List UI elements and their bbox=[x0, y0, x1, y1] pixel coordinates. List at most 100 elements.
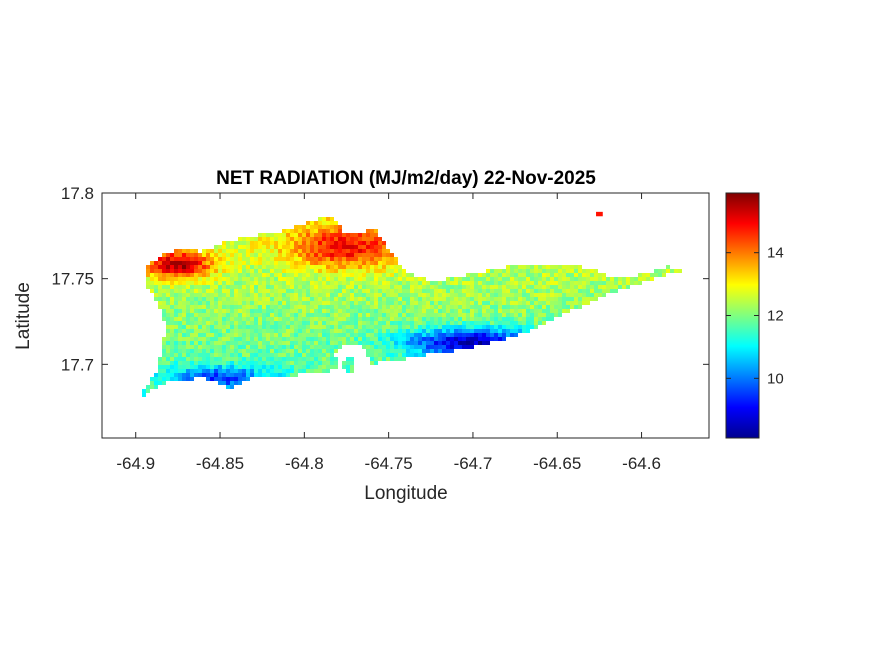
map-cell bbox=[462, 337, 466, 341]
map-cell bbox=[454, 321, 458, 325]
map-cell bbox=[378, 285, 382, 289]
map-cell bbox=[462, 309, 466, 313]
map-cell bbox=[490, 305, 494, 309]
map-cell bbox=[582, 289, 586, 293]
map-cell bbox=[450, 293, 454, 297]
map-cell bbox=[390, 337, 394, 341]
map-cell bbox=[246, 341, 250, 345]
map-cell bbox=[422, 345, 426, 349]
map-cell bbox=[426, 285, 430, 289]
map-cell bbox=[146, 269, 150, 273]
map-cell bbox=[178, 353, 182, 357]
map-cell bbox=[602, 293, 606, 297]
map-cell bbox=[378, 297, 382, 301]
map-cell bbox=[558, 281, 562, 285]
map-cell bbox=[194, 297, 198, 301]
map-cell bbox=[390, 301, 394, 305]
map-cell bbox=[306, 289, 310, 293]
map-cell bbox=[550, 285, 554, 289]
map-cell bbox=[350, 233, 354, 237]
map-cell bbox=[450, 345, 454, 349]
map-cell bbox=[218, 277, 222, 281]
map-cell bbox=[238, 381, 242, 385]
map-cell bbox=[362, 237, 366, 241]
map-cell bbox=[298, 285, 302, 289]
map-cell bbox=[226, 265, 230, 269]
map-cell bbox=[626, 281, 630, 285]
map-cell bbox=[306, 225, 310, 229]
map-cell bbox=[550, 265, 554, 269]
map-cell bbox=[406, 289, 410, 293]
map-cell bbox=[262, 365, 266, 369]
map-cell bbox=[306, 281, 310, 285]
map-cell bbox=[450, 281, 454, 285]
x-tick-label: -64.9 bbox=[116, 454, 155, 473]
map-cell bbox=[462, 289, 466, 293]
map-cell bbox=[562, 293, 566, 297]
map-cell bbox=[158, 277, 162, 281]
map-cell bbox=[266, 313, 270, 317]
map-cell bbox=[654, 269, 658, 273]
map-cell bbox=[266, 329, 270, 333]
map-cell bbox=[178, 333, 182, 337]
map-cell bbox=[506, 321, 510, 325]
map-cell bbox=[594, 281, 598, 285]
map-cell bbox=[250, 261, 254, 265]
map-cell bbox=[522, 293, 526, 297]
map-cell bbox=[294, 273, 298, 277]
map-cell bbox=[198, 277, 202, 281]
map-cell bbox=[410, 289, 414, 293]
map-cell bbox=[362, 285, 366, 289]
map-cell bbox=[274, 297, 278, 301]
map-cell bbox=[222, 345, 226, 349]
map-cell bbox=[538, 321, 542, 325]
map-cell bbox=[162, 381, 166, 385]
map-cell bbox=[326, 285, 330, 289]
map-cell bbox=[206, 365, 210, 369]
map-cell bbox=[278, 357, 282, 361]
map-cell bbox=[358, 313, 362, 317]
map-cell bbox=[446, 329, 450, 333]
map-cell bbox=[158, 261, 162, 265]
map-cell bbox=[238, 361, 242, 365]
map-cell bbox=[214, 289, 218, 293]
map-cell bbox=[290, 309, 294, 313]
map-cell bbox=[294, 257, 298, 261]
map-cell bbox=[174, 249, 178, 253]
map-cell bbox=[338, 261, 342, 265]
map-cell bbox=[306, 265, 310, 269]
map-cell bbox=[230, 313, 234, 317]
map-cell bbox=[374, 293, 378, 297]
map-cell bbox=[286, 365, 290, 369]
map-cell bbox=[426, 333, 430, 337]
map-cell bbox=[410, 345, 414, 349]
map-cell bbox=[334, 257, 338, 261]
map-cell bbox=[518, 285, 522, 289]
map-cell bbox=[498, 309, 502, 313]
map-cell bbox=[390, 325, 394, 329]
map-cell bbox=[490, 337, 494, 341]
map-cell bbox=[294, 325, 298, 329]
map-cell bbox=[302, 237, 306, 241]
map-cell bbox=[270, 353, 274, 357]
map-cell bbox=[298, 333, 302, 337]
map-cell bbox=[502, 273, 506, 277]
map-cell bbox=[226, 369, 230, 373]
map-cell bbox=[174, 285, 178, 289]
map-cell bbox=[186, 309, 190, 313]
map-cell bbox=[366, 305, 370, 309]
map-cell bbox=[334, 265, 338, 269]
map-cell bbox=[554, 301, 558, 305]
map-cell bbox=[306, 369, 310, 373]
map-cell bbox=[218, 301, 222, 305]
map-cell bbox=[494, 329, 498, 333]
map-cell bbox=[354, 241, 358, 245]
map-cell bbox=[358, 341, 362, 345]
map-cell bbox=[266, 241, 270, 245]
map-cell bbox=[438, 285, 442, 289]
map-cell bbox=[170, 253, 174, 257]
map-cell bbox=[278, 305, 282, 309]
map-cell bbox=[342, 289, 346, 293]
map-cell bbox=[226, 257, 230, 261]
map-cell bbox=[310, 309, 314, 313]
